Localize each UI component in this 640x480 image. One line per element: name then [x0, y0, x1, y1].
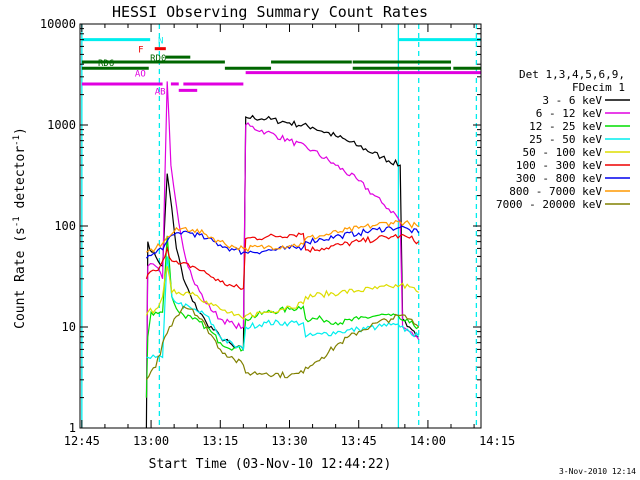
legend-label-3: 25 - 50 keV: [529, 133, 602, 146]
legend-label-4: 50 - 100 keV: [523, 146, 603, 159]
flag-label-ao: AO: [135, 70, 146, 80]
y-tick-label: 10: [62, 320, 76, 334]
legend-label-2: 12 - 25 keV: [529, 120, 602, 133]
legend-label-0: 3 - 6 keV: [542, 94, 602, 107]
x-tick-label: 13:00: [133, 434, 169, 448]
legend-label-7: 800 - 7000 keV: [509, 185, 602, 198]
plot-area: N F RD0 RD6 AO AB 12:45 13:00 13:15 13:30 13:45 14:…: [40, 17, 515, 448]
y-tick-label: 1000: [47, 118, 76, 132]
x-tick-label: 14:00: [410, 434, 446, 448]
flag-label-rd6: RD6: [98, 59, 114, 69]
x-tick-label: 13:15: [202, 434, 238, 448]
x-tick-label: 13:45: [341, 434, 377, 448]
chart-title: HESSI Observing Summary Count Rates: [112, 3, 428, 21]
series-line-4: [145, 266, 419, 320]
legend-label-6: 300 - 800 keV: [516, 172, 602, 185]
series-line-8: [145, 305, 420, 381]
flag-label-rd0: RD0: [150, 54, 166, 64]
legend-label-1: 6 - 12 keV: [536, 107, 603, 120]
x-axis-label: Start Time (03-Nov-10 12:44:22): [149, 457, 392, 472]
series-line-1: [145, 81, 420, 398]
x-tick-label: 13:30: [271, 434, 307, 448]
y-tick-label: 10000: [40, 17, 76, 31]
series-line-0: [145, 114, 419, 429]
x-tick-label: 14:15: [479, 434, 515, 448]
legend-header-line1: Det 1,3,4,5,6,9,: [519, 68, 625, 81]
y-axis-label: Count Rate (s-1 detector-1): [12, 127, 28, 329]
legend-header-line2: FDecim 1: [572, 81, 625, 94]
series-line-7: [146, 219, 420, 253]
series-line-5: [145, 232, 420, 290]
x-tick-label: 12:45: [64, 434, 100, 448]
legend-label-8: 7000 - 20000 keV: [496, 198, 602, 211]
flag-label-n: N: [158, 37, 163, 47]
y-tick-label: 1: [69, 421, 76, 435]
series-line-2: [145, 235, 420, 398]
legend-label-5: 100 - 300 keV: [516, 159, 602, 172]
footer-stamp: 3-Nov-2010 12:14: [559, 467, 636, 476]
flag-label-f: F: [138, 46, 143, 56]
flag-label-ab: AB: [155, 87, 166, 97]
y-tick-label: 100: [54, 219, 76, 233]
